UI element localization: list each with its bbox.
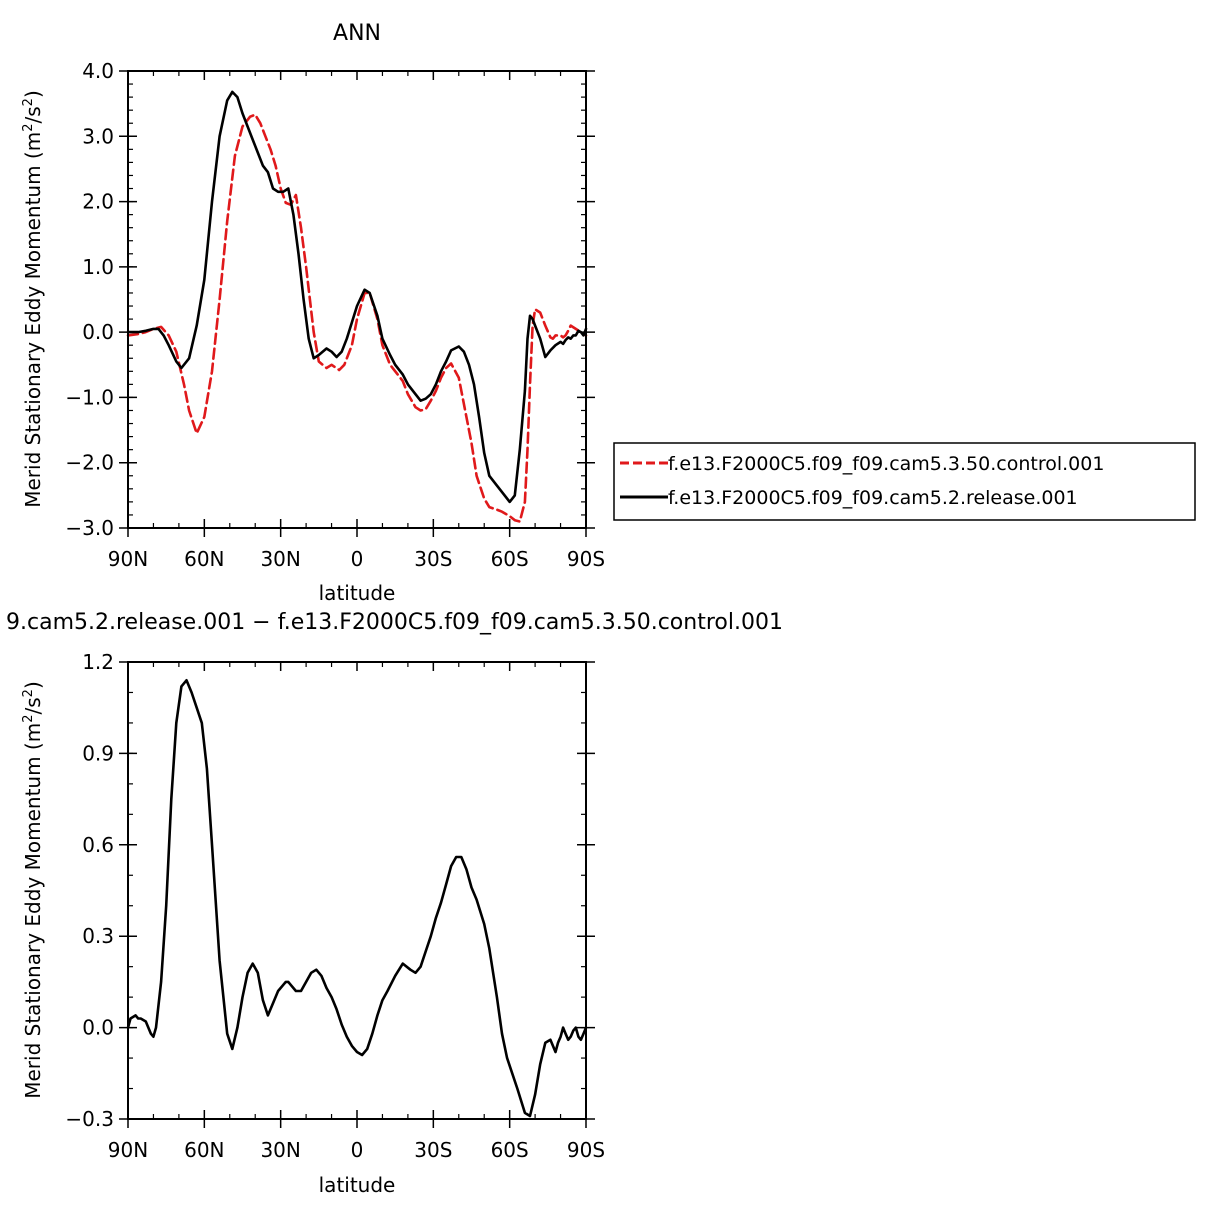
y-tick-label: 4.0 <box>82 59 114 83</box>
bottom-y-axis-unit-mid: /s <box>21 697 45 714</box>
y-tick-label: 0.9 <box>82 741 114 765</box>
bottom-y-axis-unit-sup-1: 2 <box>21 714 36 722</box>
x-tick-label: 30N <box>260 1138 300 1162</box>
x-tick-label: 90S <box>567 547 605 571</box>
x-tick-label: 90N <box>108 1138 148 1162</box>
legend-label-release: f.e13.F2000C5.f09_f09.cam5.2.release.001 <box>668 487 1078 509</box>
bottom-axis-ticks: 90N 60N 30N 0 30S 60S 90S 1.2 0.9 0.6 0.3 0.0 −0.3 <box>65 650 605 1162</box>
legend-label-control: f.e13.F2000C5.f09_f09.cam5.3.50.control.… <box>668 453 1104 475</box>
top-y-axis-unit-close: ) <box>21 90 45 98</box>
x-tick-label: 0 <box>351 547 364 571</box>
top-y-axis-unit-mid: /s <box>21 106 45 123</box>
x-tick-label: 30S <box>414 547 452 571</box>
bottom-y-axis-label-text: Merid Stationary Eddy Momentum <box>21 756 45 1098</box>
top-title: ANN <box>333 21 381 46</box>
top-y-axis-unit-open: (m <box>21 132 45 159</box>
series-line-0 <box>126 113 588 523</box>
y-tick-label: −0.3 <box>65 1107 114 1131</box>
x-tick-label: 0 <box>351 1138 364 1162</box>
y-tick-label: 2.0 <box>82 190 114 214</box>
top-x-axis-label: latitude <box>319 581 396 605</box>
y-tick-label: −1.0 <box>65 385 114 409</box>
bottom-y-axis-unit-close: ) <box>21 681 45 689</box>
legend-box <box>613 442 1196 521</box>
y-tick-label: −3.0 <box>65 516 114 540</box>
bottom-title: 9.cam5.2.release.001 − f.e13.F2000C5.f09… <box>6 610 783 635</box>
bottom-plot-frame <box>127 661 587 1120</box>
bottom-series-lines <box>126 678 588 1118</box>
top-y-axis-unit-sup-1: 2 <box>21 123 36 131</box>
top-y-axis-label-text: Merid Stationary Eddy Momentum <box>21 165 45 507</box>
bottom-x-axis-label: latitude <box>319 1173 396 1197</box>
top-series-lines <box>126 90 588 523</box>
y-tick-label: 1.2 <box>82 650 114 674</box>
bottom-y-axis-unit-open: (m <box>21 723 45 750</box>
series-line-1 <box>126 90 588 504</box>
x-tick-label: 90N <box>108 547 148 571</box>
x-tick-label: 30N <box>260 547 300 571</box>
bottom-y-axis-unit-sup-2: 2 <box>21 689 36 697</box>
x-tick-label: 90S <box>567 1138 605 1162</box>
legend: f.e13.F2000C5.f09_f09.cam5.3.50.control.… <box>613 442 1196 521</box>
y-tick-label: 3.0 <box>82 124 114 148</box>
top-y-axis-unit-sup-2: 2 <box>21 98 36 106</box>
x-tick-label: 60N <box>184 1138 224 1162</box>
x-tick-label: 60S <box>491 1138 529 1162</box>
y-tick-label: 0.3 <box>82 924 114 948</box>
x-tick-label: 30S <box>414 1138 452 1162</box>
bottom-y-axis-label: Merid Stationary Eddy Momentum (m2/s2) <box>21 681 45 1099</box>
y-tick-label: −2.0 <box>65 451 114 475</box>
series-line-0 <box>126 678 588 1118</box>
x-tick-label: 60S <box>491 547 529 571</box>
y-tick-label: 0.6 <box>82 833 114 857</box>
bottom-panel: 9.cam5.2.release.001 − f.e13.F2000C5.f09… <box>6 610 783 1197</box>
top-plot-frame <box>127 70 587 529</box>
top-y-axis-label: Merid Stationary Eddy Momentum (m2/s2) <box>21 90 45 508</box>
y-tick-label: 0.0 <box>82 320 114 344</box>
y-tick-label: 0.0 <box>82 1016 114 1040</box>
y-tick-label: 1.0 <box>82 255 114 279</box>
top-panel: ANN 90N 60N 30N 0 30S 60S 90S 4.0 3.0 2.0 1.0 0.0 −1… <box>21 21 605 605</box>
x-tick-label: 60N <box>184 547 224 571</box>
